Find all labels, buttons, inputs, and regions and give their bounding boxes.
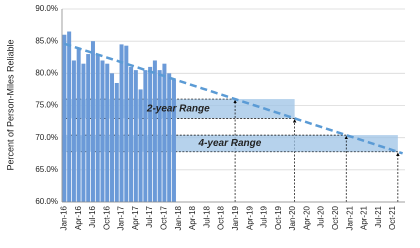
range-label: 4-year Range <box>198 138 262 149</box>
y-tick-label: 65.0% <box>35 165 58 174</box>
x-tick-label: Jan-16 <box>59 205 68 230</box>
x-tick-label: Apr-16 <box>74 205 83 230</box>
x-tick-label: Oct-19 <box>274 205 283 230</box>
x-tick-label: Jan-19 <box>231 205 240 230</box>
x-tick-label: Apr-21 <box>360 205 369 230</box>
bar <box>71 60 76 202</box>
x-tick-label: Jul-21 <box>374 205 383 227</box>
x-tick-label: Oct-21 <box>388 205 397 230</box>
bar <box>62 34 67 202</box>
bar <box>100 60 105 202</box>
x-tick-label: Jan-18 <box>174 205 183 230</box>
x-tick-label: Jul-17 <box>145 205 154 227</box>
y-tick-label: 80.0% <box>35 68 58 77</box>
x-tick-label: Jan-17 <box>117 205 126 230</box>
x-tick-label: Oct-18 <box>217 205 226 230</box>
bar <box>157 70 162 202</box>
bar <box>90 41 95 202</box>
bar <box>138 89 143 202</box>
x-tick-label: Apr-19 <box>245 205 254 230</box>
bar <box>129 66 134 203</box>
bar <box>148 66 153 203</box>
bar <box>119 44 124 203</box>
x-tick-label: Oct-16 <box>102 205 111 230</box>
bar <box>114 82 119 202</box>
y-tick-label: 75.0% <box>35 101 58 110</box>
bar <box>67 31 72 203</box>
chart: Percent of Person-Miles Reliable 60.0% 65… <box>5 4 405 230</box>
x-tick-label: Jul-16 <box>88 205 97 227</box>
x-tick-label: Oct-20 <box>331 205 340 230</box>
y-axis-label: Percent of Person-Miles Reliable <box>5 39 15 170</box>
x-tick-label: Jan-20 <box>288 205 297 230</box>
bar <box>162 63 167 202</box>
bar <box>133 70 138 202</box>
bar <box>171 79 176 202</box>
bar <box>105 63 110 202</box>
bar <box>167 73 172 202</box>
x-tick-label: Jan-21 <box>345 205 354 230</box>
x-tick-label: Apr-17 <box>131 205 140 230</box>
x-tick-label: Apr-18 <box>188 205 197 230</box>
x-tick-label: Oct-17 <box>160 205 169 230</box>
bar <box>143 70 148 202</box>
x-tick-label: Jul-20 <box>317 205 326 227</box>
bar <box>152 60 157 202</box>
bar <box>86 54 91 203</box>
y-tick-label: 85.0% <box>35 36 58 45</box>
x-tick-label: Jul-18 <box>202 205 211 227</box>
trend-line <box>63 42 404 155</box>
range-label: 2-year Range <box>146 103 210 114</box>
x-tick-label: Jul-19 <box>260 205 269 227</box>
bar <box>124 45 129 202</box>
bar <box>81 63 86 202</box>
y-tick-label: 70.0% <box>35 133 58 142</box>
y-tick-label: 90.0% <box>35 4 58 13</box>
bar <box>95 54 100 203</box>
x-tick-label: Apr-20 <box>302 205 311 230</box>
bar <box>76 47 81 202</box>
y-tick-label: 60.0% <box>35 197 58 206</box>
bar <box>110 73 115 202</box>
